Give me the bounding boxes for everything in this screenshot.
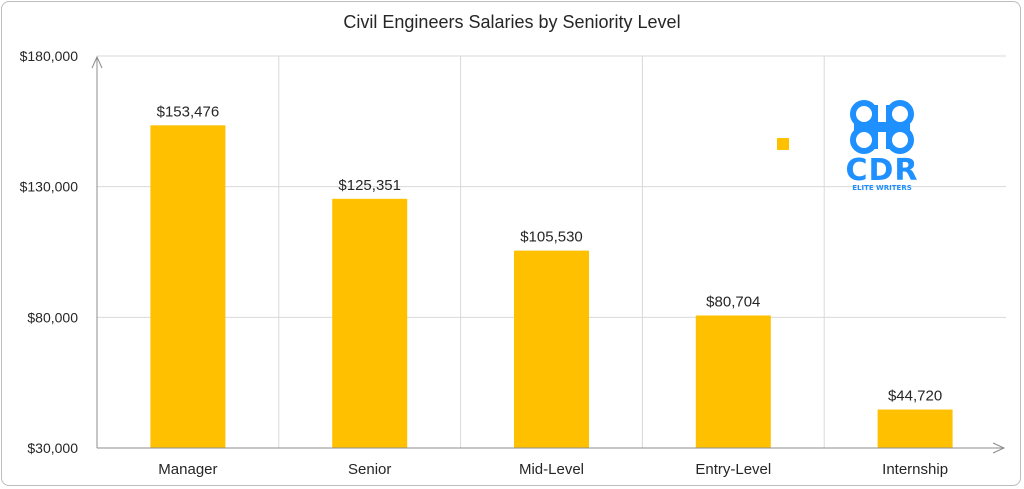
x-tick-label: Internship [882,461,948,478]
chart-title: Civil Engineers Salaries by Seniority Le… [343,12,680,32]
bar [514,250,589,448]
y-tick-label: $130,000 [20,179,79,195]
legend-marker [777,138,789,150]
y-axis-arrow [91,55,103,69]
x-tick-label: Entry-Level [695,461,771,478]
cdr-logo-icon: CDR ELITE WRITERS [845,100,918,192]
brand-logo: CDR ELITE WRITERS [842,97,922,193]
bar [332,198,408,448]
x-tick-label: Senior [348,461,391,478]
logo-text: CDR [845,153,918,188]
bar [877,409,953,448]
x-tick-label: Mid-Level [519,461,584,478]
bar [150,125,226,449]
data-label: $153,476 [157,103,220,120]
y-tick-label: $180,000 [20,48,79,64]
logo-subtext: ELITE WRITERS [852,184,912,192]
data-label: $105,530 [520,229,583,246]
x-axis-arrow [992,442,1006,454]
x-tick-label: Manager [158,461,217,478]
data-label: $44,720 [888,388,942,405]
data-label: $125,351 [338,177,401,194]
bar [695,315,771,448]
data-label: $80,704 [706,293,760,310]
y-tick-label: $80,000 [27,309,78,325]
y-tick-label: $30,000 [27,440,78,456]
